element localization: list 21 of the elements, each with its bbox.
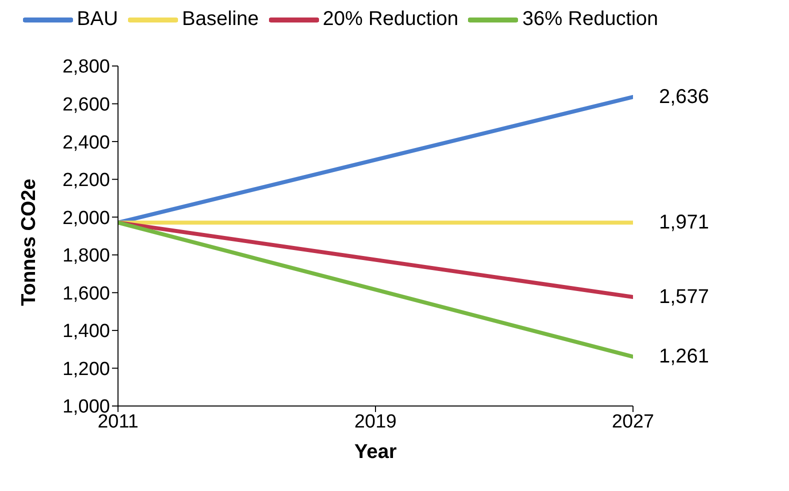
y-tick-label: 1,600 [62,283,110,304]
y-tick-label: 2,200 [62,170,110,192]
data-label: 1,577 [659,286,710,308]
y-tick-label: 2,000 [62,208,110,229]
y-tick-label: 2,400 [62,132,110,154]
legend-label: Baseline [181,8,259,31]
legend-label: 36% Reduction [521,8,658,31]
x-tick-label: 2027 [612,411,654,432]
y-tick-label: 2,600 [62,94,110,116]
y-axis-title: Tonnes CO2e [18,178,40,306]
data-label: 1,971 [659,212,710,234]
x-tick-label: 2019 [354,411,397,432]
legend-label: BAU [76,8,118,31]
data-label: 2,636 [659,86,710,108]
legend-label: 20% Reduction [322,8,458,31]
y-tick-label: 1,200 [62,358,110,380]
x-axis-title: Year [354,441,397,463]
y-tick-label: 1,800 [62,246,110,267]
y-tick-label: 1,400 [62,321,110,342]
y-tick-label: 2,800 [62,56,110,78]
data-label: 1,261 [659,346,710,368]
